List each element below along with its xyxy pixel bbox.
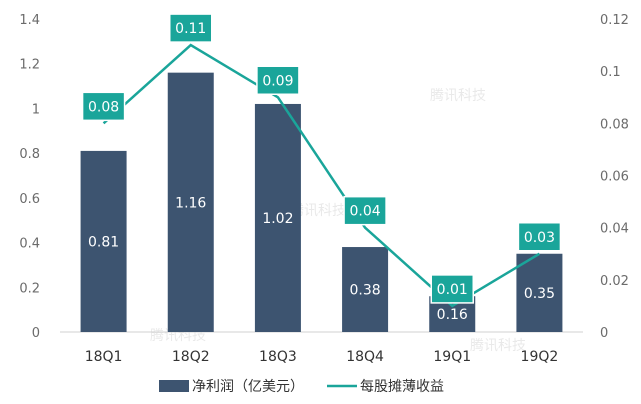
left-tick-label: 1.2 xyxy=(19,58,40,73)
bar-value-label: 1.16 xyxy=(175,195,206,211)
bar xyxy=(254,103,301,332)
right-tick-label: 0.08 xyxy=(600,117,629,132)
line-label-box xyxy=(343,195,387,226)
category-label: 18Q1 xyxy=(85,349,123,365)
category-label: 19Q1 xyxy=(433,349,471,365)
watermark-text: 腾讯科技 xyxy=(470,337,526,354)
left-axis: 0 0.2 0.4 0.6 0.8 1 1.2 1.4 xyxy=(19,13,40,341)
bar-value-label: 1.02 xyxy=(262,211,293,227)
line-label-box xyxy=(430,274,474,304)
line-value-label: 0.08 xyxy=(81,91,126,122)
line-value-label: 0.04 xyxy=(343,195,387,226)
right-tick-label: 0 xyxy=(600,326,608,341)
left-tick-label: 0.4 xyxy=(19,237,40,252)
line-label-box xyxy=(517,222,562,252)
left-tick-label: 1.4 xyxy=(19,13,40,28)
category-label: 18Q4 xyxy=(346,349,384,365)
bar-value-label: 0.81 xyxy=(88,234,119,250)
line-label-text: 0.03 xyxy=(524,230,555,246)
line-data-labels: 0.08 0.11 0.09 0.04 0.01 0.03 xyxy=(81,13,562,304)
bar-value-label: 0.38 xyxy=(349,283,380,299)
line-label-text: 0.01 xyxy=(437,282,468,298)
line-value-label: 0.11 xyxy=(169,13,213,43)
bar-data-labels: 0.81 1.16 1.02 0.38 0.16 0.35 xyxy=(88,195,555,323)
line-label-box xyxy=(256,65,300,95)
category-label: 18Q2 xyxy=(172,349,210,365)
right-axis: 0 0.02 0.04 0.06 0.08 0.1 0.12 xyxy=(600,13,629,341)
line-label-text: 0.11 xyxy=(175,21,206,37)
right-tick-label: 0.06 xyxy=(600,170,629,185)
legend-bar-label: 净利润（亿美元） xyxy=(192,379,304,395)
bar xyxy=(80,150,127,332)
line-label-text: 0.09 xyxy=(262,73,293,89)
legend-line-label: 每股摊薄收益 xyxy=(360,379,444,395)
bar xyxy=(516,253,563,332)
bar-value-label: 0.35 xyxy=(524,286,555,302)
left-tick-label: 1 xyxy=(32,102,40,117)
line-value-label: 0.03 xyxy=(517,222,562,252)
bar xyxy=(167,72,214,333)
right-tick-label: 0.12 xyxy=(600,13,629,28)
line-label-box xyxy=(81,91,126,122)
left-tick-label: 0.8 xyxy=(19,147,40,162)
left-tick-label: 0.2 xyxy=(19,281,40,296)
line-label-box xyxy=(169,13,213,43)
category-label: 18Q3 xyxy=(259,349,297,365)
watermark-text: 腾讯科技 xyxy=(290,202,346,219)
line-label-text: 0.08 xyxy=(88,99,119,115)
watermark-text: 腾讯科技 xyxy=(430,87,486,104)
legend: 净利润（亿美元） 每股摊薄收益 xyxy=(159,379,444,395)
category-label: 19Q2 xyxy=(521,349,559,365)
right-tick-label: 0.1 xyxy=(600,65,621,80)
right-tick-label: 0.02 xyxy=(600,274,629,289)
left-tick-label: 0.6 xyxy=(19,192,40,207)
right-tick-label: 0.04 xyxy=(600,222,629,237)
line-value-label: 0.09 xyxy=(256,65,300,95)
category-labels: 18Q1 18Q2 18Q3 18Q4 19Q1 19Q2 xyxy=(85,349,559,365)
line-label-text: 0.04 xyxy=(349,204,380,220)
left-tick-label: 0 xyxy=(32,326,40,341)
line-value-label: 0.01 xyxy=(430,274,474,304)
bar-value-label: 0.16 xyxy=(437,307,468,323)
legend-bar-swatch xyxy=(159,380,189,392)
bar-series xyxy=(80,72,563,333)
bar xyxy=(342,247,389,332)
